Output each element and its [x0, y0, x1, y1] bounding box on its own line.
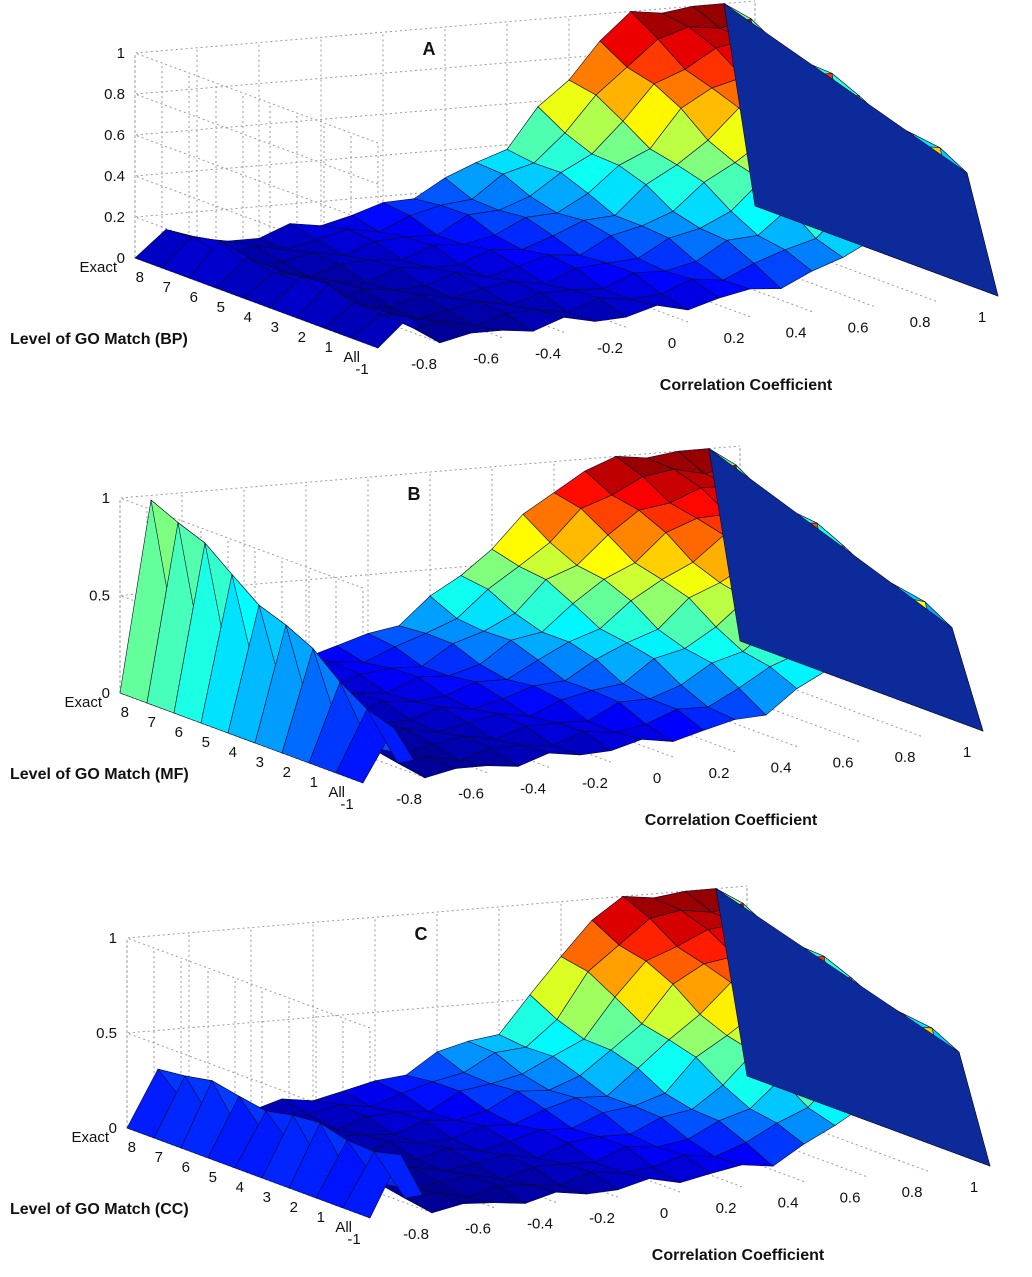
- z-tick-label: 0.5: [89, 588, 110, 605]
- y-tick-label: 3: [256, 754, 264, 771]
- x-tick-label: -0.4: [527, 1215, 553, 1232]
- x-tick-label: 0.2: [709, 765, 730, 782]
- grid-line: [134, 41, 756, 185]
- z-tick-label: 0.8: [104, 86, 125, 103]
- z-tick-label: 1: [117, 45, 125, 62]
- grid-line: [615, 456, 860, 742]
- y-tick-label: 6: [175, 724, 183, 741]
- z-tick-label: 0: [117, 250, 125, 267]
- z-tick-label: 0: [109, 1120, 117, 1137]
- z-tick-label: 0.5: [96, 1025, 117, 1042]
- x-tick-label: -0.6: [465, 1221, 491, 1238]
- x-tick-label: -0.8: [396, 791, 422, 808]
- y-tick-label: 7: [148, 714, 156, 731]
- x-tick-label: -0.8: [411, 356, 437, 373]
- y-tick-label: Exact: [79, 259, 117, 276]
- grid-line: [677, 451, 922, 737]
- x-tick-label: -0.6: [458, 786, 484, 803]
- x-tick-label: -0.8: [403, 1226, 429, 1243]
- y-axis-title: Level of GO Match (BP): [10, 331, 188, 348]
- y-axis-title: Level of GO Match (CC): [10, 1201, 189, 1218]
- x-tick-label: -1: [347, 1231, 360, 1248]
- y-tick-label: All: [335, 1219, 352, 1236]
- x-axis-title: Correlation Coefficient: [645, 812, 818, 829]
- y-tick-label: 1: [325, 339, 333, 356]
- y-tick-label: 7: [155, 1149, 163, 1166]
- grid-line: [119, 445, 741, 589]
- y-axis-title: Level of GO Match (MF): [10, 766, 189, 783]
- x-tick-label: -0.4: [520, 780, 546, 797]
- x-tick-label: 0.6: [840, 1189, 861, 1206]
- x-tick-label: 0.2: [716, 1200, 737, 1217]
- y-tick-label: Exact: [64, 694, 102, 711]
- x-tick-label: 0: [660, 1205, 668, 1222]
- x-tick-label: -0.2: [589, 1210, 615, 1227]
- x-tick-label: 0.4: [786, 325, 807, 342]
- surface-wall: [723, 2, 999, 297]
- x-tick-label: 0: [668, 335, 676, 352]
- y-tick-label: 5: [209, 1169, 217, 1186]
- x-tick-label: 0.6: [848, 319, 869, 336]
- surface-panel-a: 0 0.2 0.4 0.6 0.8 1 -1 -0.8 -0.6 -0.4 -0.2 0 0.2 0.4 0…: [10, 0, 999, 394]
- x-tick-label: 1: [970, 1179, 978, 1196]
- x-tick-label: 0.8: [910, 314, 931, 331]
- panel-label: C: [415, 924, 428, 944]
- surface-panel-c: 0 0.5 1 -1 -0.8 -0.6 -0.4 -0.2 0 0.2 0.4 0.6 0.8 1 All…: [10, 885, 991, 1264]
- x-tick-label: -0.6: [473, 351, 499, 368]
- y-tick-label: 6: [190, 289, 198, 306]
- surface-panel-b: 0 0.5 1 -1 -0.8 -0.6 -0.4 -0.2 0 0.2 0.4 0.6 0.8 1 All…: [10, 445, 984, 829]
- x-tick-label: -0.2: [597, 340, 623, 357]
- grid-line: [126, 885, 748, 1029]
- panel-label: A: [423, 39, 436, 59]
- x-tick-label: -0.4: [535, 345, 561, 362]
- x-tick-label: -0.2: [582, 775, 608, 792]
- z-tick-label: 0.6: [104, 127, 125, 144]
- y-tick-label: 2: [298, 329, 306, 346]
- surface-wall: [708, 447, 984, 732]
- x-tick-label: 0.4: [771, 760, 792, 777]
- x-tick-label: -1: [355, 361, 368, 378]
- grid-line: [134, 82, 756, 226]
- y-tick-label: 4: [229, 744, 237, 761]
- x-tick-label: 0: [653, 770, 661, 787]
- y-tick-label: All: [343, 349, 360, 366]
- y-tick-label: All: [328, 784, 345, 801]
- x-tick-label: 0.4: [778, 1195, 799, 1212]
- x-tick-label: -1: [340, 796, 353, 813]
- y-tick-label: 5: [217, 299, 225, 316]
- x-tick-label: 0.8: [895, 749, 916, 766]
- y-tick-label: 6: [182, 1159, 190, 1176]
- y-tick-label: Exact: [71, 1129, 109, 1146]
- y-tick-label: 5: [202, 734, 210, 751]
- x-tick-label: 1: [978, 309, 986, 326]
- y-tick-label: 4: [244, 309, 252, 326]
- y-tick-label: 2: [290, 1199, 298, 1216]
- z-tick-label: 1: [102, 490, 110, 507]
- z-tick-label: 0.4: [104, 168, 125, 185]
- y-tick-label: 8: [136, 269, 144, 286]
- x-axis-title: Correlation Coefficient: [660, 377, 833, 394]
- surface-wall: [715, 887, 991, 1167]
- y-tick-label: 2: [283, 764, 291, 781]
- y-tick-label: 4: [236, 1179, 244, 1196]
- grid-line: [134, 0, 756, 144]
- x-tick-label: 0.8: [902, 1184, 923, 1201]
- y-tick-label: 8: [121, 704, 129, 721]
- y-tick-label: 7: [163, 279, 171, 296]
- y-tick-label: 1: [317, 1209, 325, 1226]
- y-tick-label: 3: [263, 1189, 271, 1206]
- y-tick-label: 3: [271, 319, 279, 336]
- z-tick-label: 0.2: [104, 209, 125, 226]
- x-tick-label: 0.6: [833, 754, 854, 771]
- z-tick-label: 0: [102, 685, 110, 702]
- y-tick-label: 8: [128, 1139, 136, 1156]
- x-tick-label: 0.2: [724, 330, 745, 347]
- z-tick-label: 1: [109, 930, 117, 947]
- x-tick-label: 1: [963, 744, 971, 761]
- panel-label: B: [408, 484, 421, 504]
- y-tick-label: 1: [310, 774, 318, 791]
- x-axis-title: Correlation Coefficient: [652, 1247, 825, 1264]
